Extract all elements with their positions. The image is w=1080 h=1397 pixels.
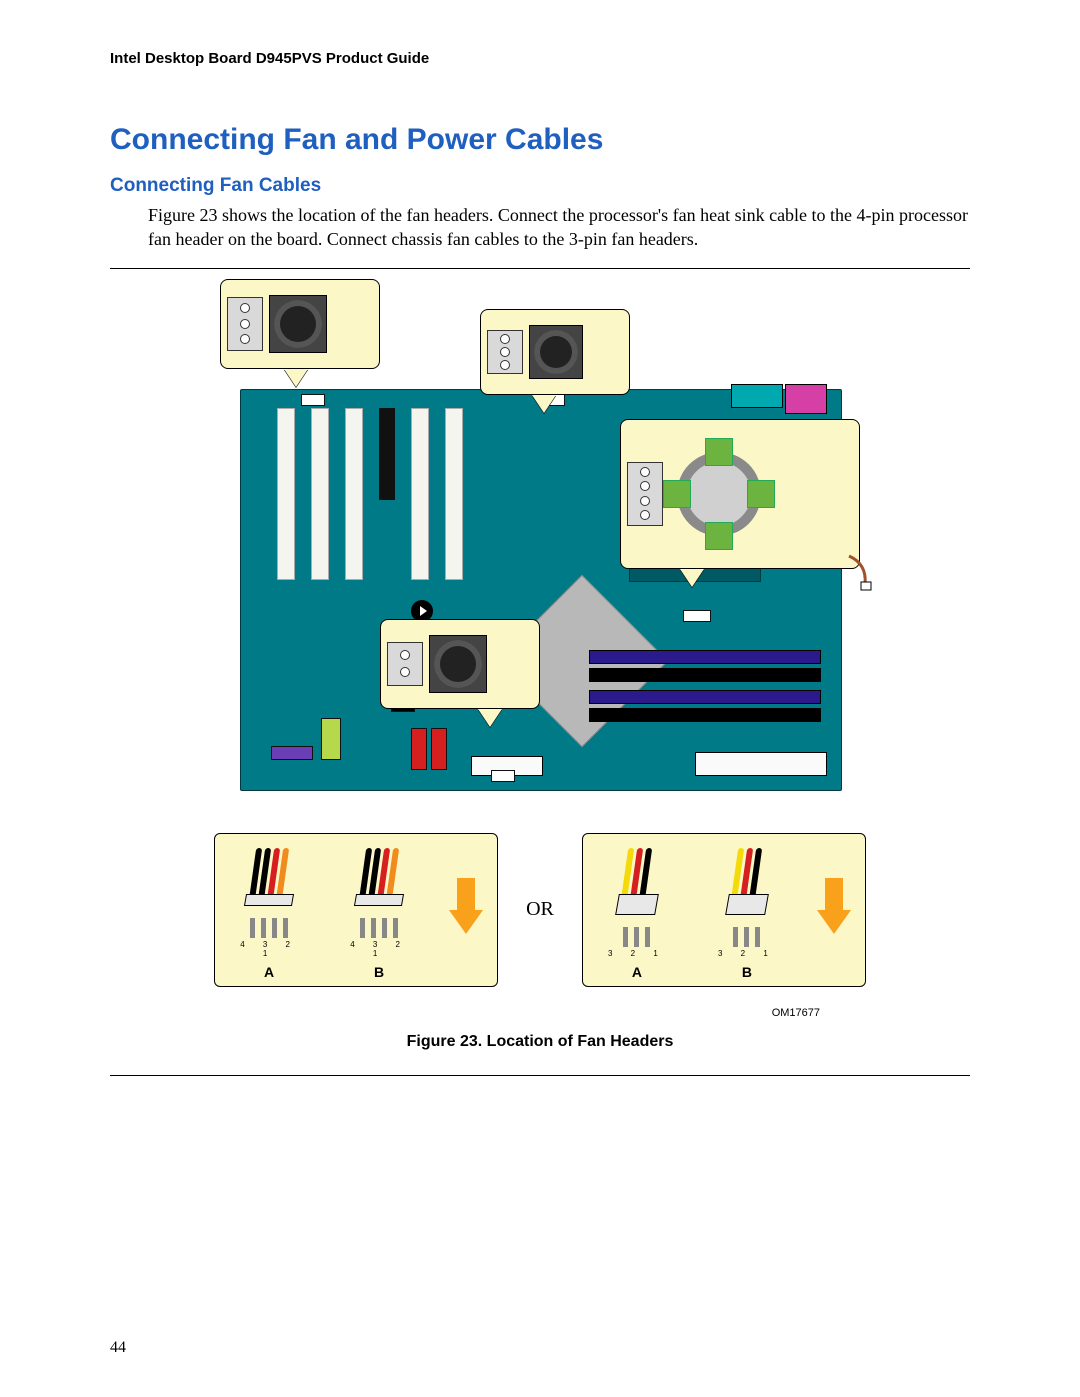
arrow-down-icon (680, 569, 704, 587)
atx-power-connector (695, 752, 827, 776)
rule-top (110, 268, 970, 269)
pci-slot (311, 408, 329, 580)
plug-4pin-A: 4 3 2 1 A (229, 848, 309, 958)
or-label: OR (526, 898, 554, 921)
cpu-wire-icon (847, 554, 877, 594)
figure-caption: Figure 23. Location of Fan Headers (210, 1033, 870, 1051)
page: Intel Desktop Board D945PVS Product Guid… (0, 0, 1080, 1397)
insert-arrow-icon (817, 878, 851, 938)
connector-panel-3pin: 3 2 1 A 3 2 1 B (582, 833, 866, 987)
arrow-down-icon (532, 395, 556, 413)
plug-label-B: B (374, 964, 384, 980)
pin-block-icon (487, 330, 523, 374)
fan-icon (269, 295, 327, 353)
heading-1: Connecting Fan and Power Cables (110, 123, 970, 157)
connector-row: 4 3 2 1 A 4 3 2 1 B (210, 833, 870, 987)
sata-port (411, 728, 427, 770)
fan-header-3pin (301, 394, 325, 406)
dimm-slot (589, 690, 821, 704)
plug-3pin-A: 3 2 1 A (597, 848, 677, 958)
pci-slot (345, 408, 363, 580)
connector-panel-4pin: 4 3 2 1 A 4 3 2 1 B (214, 833, 498, 987)
insert-arrow-icon (449, 878, 483, 938)
header (321, 718, 341, 760)
pin-numbers: 3 2 1 (608, 949, 666, 958)
plug-label-B: B (742, 964, 752, 980)
pin-numbers: 4 3 2 1 (229, 940, 309, 958)
rule-bottom (110, 1075, 970, 1076)
fan-header-4pin (683, 610, 711, 622)
body-paragraph: Figure 23 shows the location of the fan … (148, 203, 970, 252)
fan-callout-front (380, 619, 540, 709)
page-number: 44 (110, 1339, 126, 1357)
fan-callout-rear (220, 279, 380, 369)
pin-numbers: 3 2 1 (718, 949, 776, 958)
pin-numbers: 4 3 2 1 (339, 940, 419, 958)
motherboard-diagram (210, 279, 870, 809)
dimm-slot (589, 668, 821, 682)
pci-slot (277, 408, 295, 580)
pin-block-icon (387, 642, 423, 686)
fan-icon (429, 635, 487, 693)
figure-23: 4 3 2 1 A 4 3 2 1 B (210, 279, 870, 1051)
heading-2: Connecting Fan Cables (110, 175, 970, 197)
sata-port (431, 728, 447, 770)
plug-label-A: A (264, 964, 274, 980)
header (271, 746, 313, 760)
plug-label-A: A (632, 964, 642, 980)
top-port-magenta (785, 384, 827, 414)
dimm-slot (589, 708, 821, 722)
dimm-slot (589, 650, 821, 664)
pci-slot (445, 408, 463, 580)
pin-block-icon (627, 462, 663, 526)
fan-icon (529, 325, 583, 379)
arrow-down-icon (478, 709, 502, 727)
top-port-teal (731, 384, 783, 408)
plug-4pin-B: 4 3 2 1 B (339, 848, 419, 958)
pin-block-icon (227, 297, 263, 351)
fan-header-3pin (491, 770, 515, 782)
fan-callout-mid (480, 309, 630, 395)
plug-3pin-B: 3 2 1 B (707, 848, 787, 958)
document-header: Intel Desktop Board D945PVS Product Guid… (110, 50, 970, 67)
figure-id: OM17677 (210, 1007, 820, 1019)
cpu-fan-icon (669, 444, 769, 544)
arrow-down-icon (284, 369, 308, 387)
pcie-slot (379, 408, 395, 500)
pci-slot (411, 408, 429, 580)
fan-callout-cpu (620, 419, 860, 569)
